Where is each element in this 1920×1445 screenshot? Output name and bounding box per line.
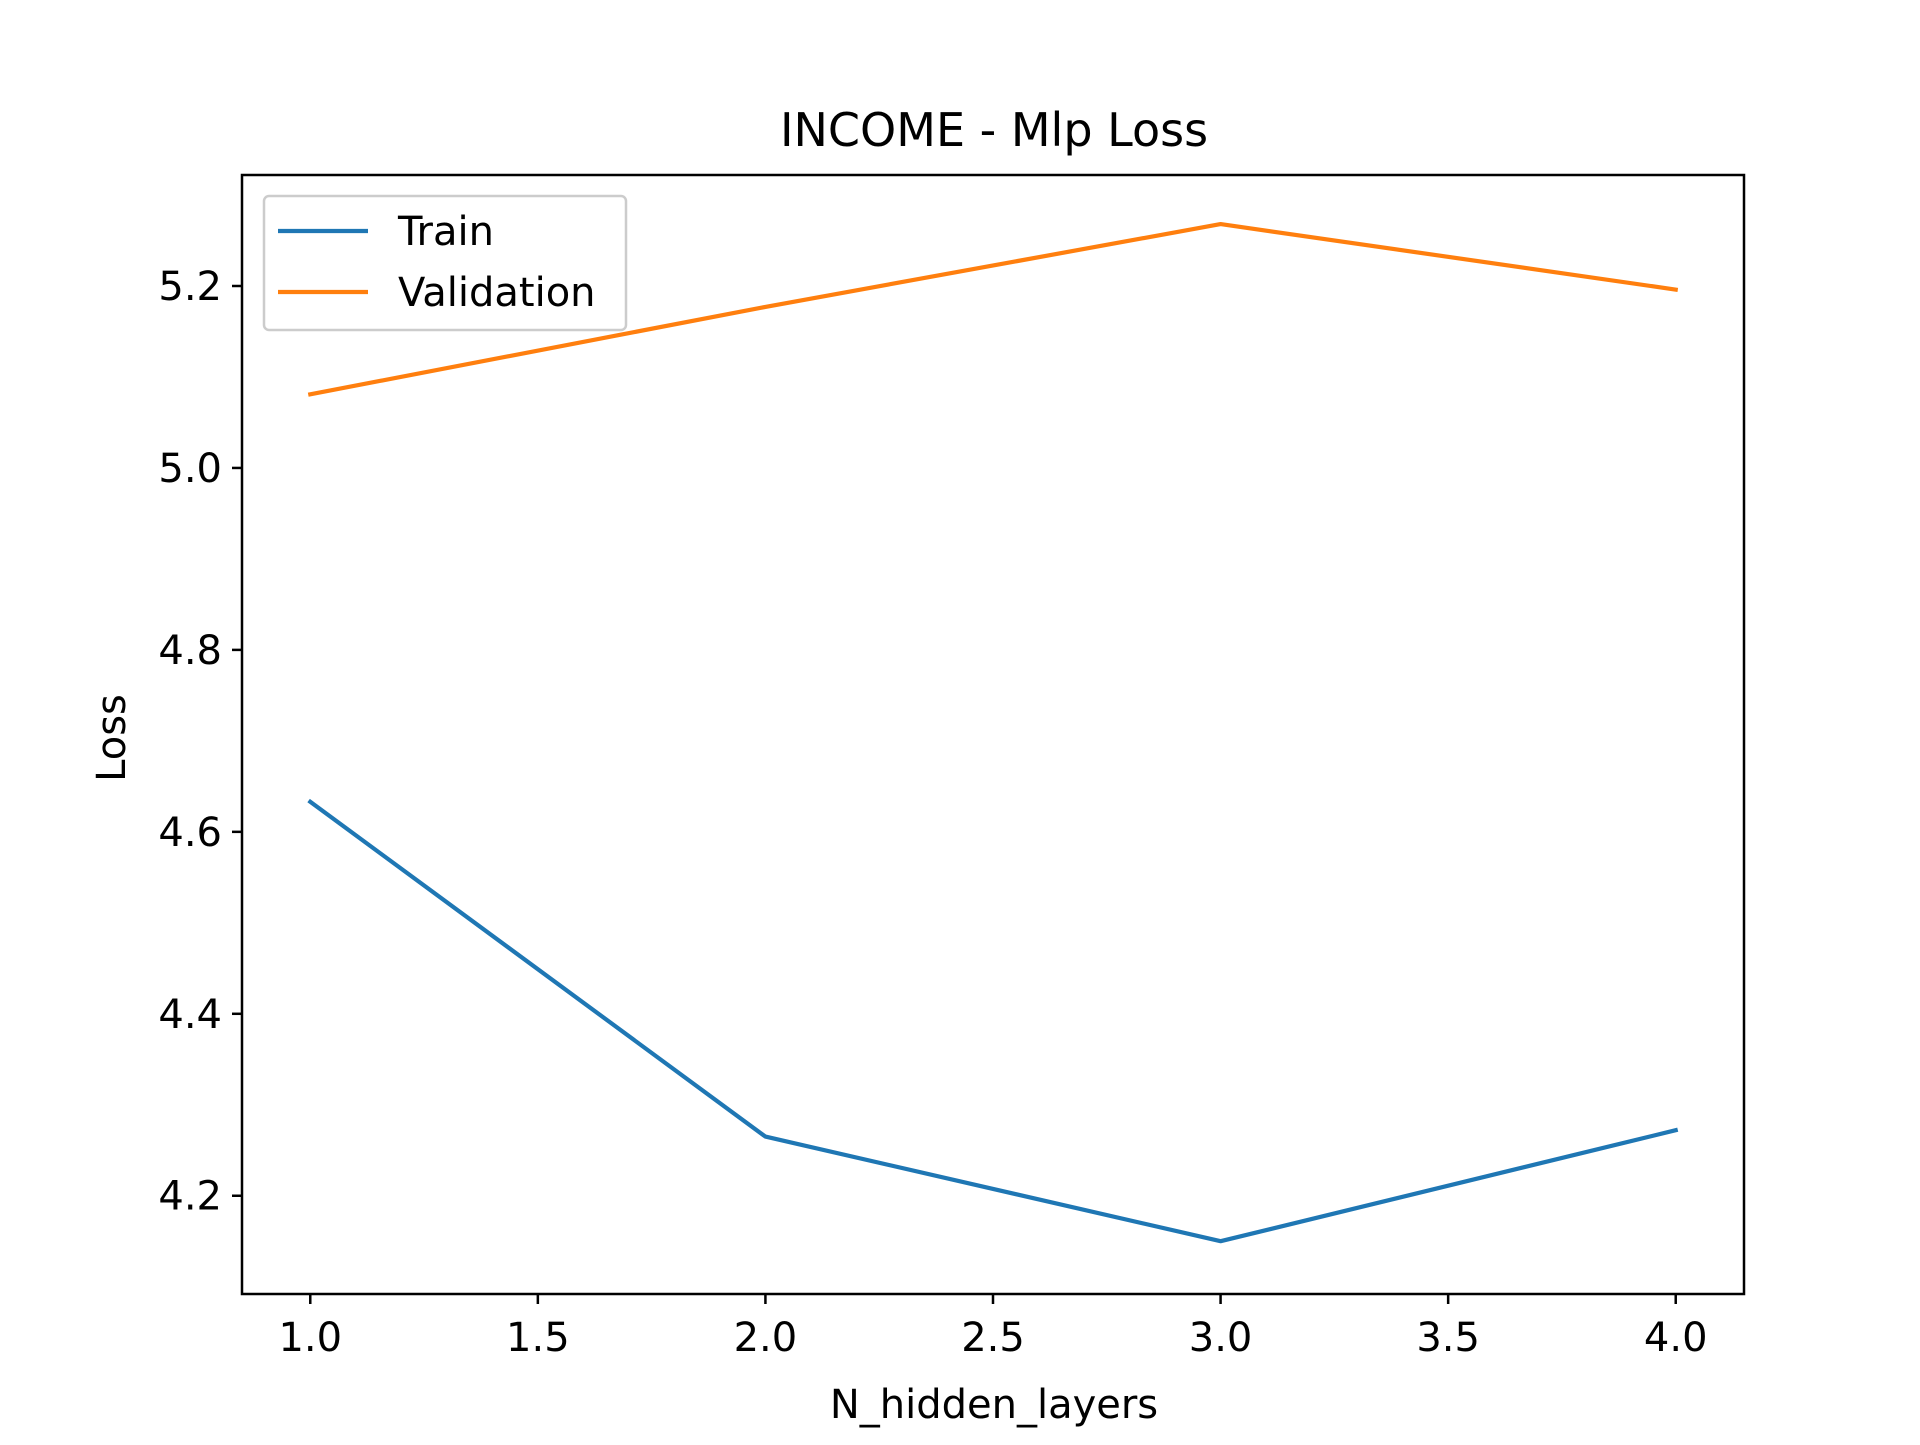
legend: Train Validation <box>262 194 628 332</box>
x-tick-label: 1.5 <box>506 1315 570 1361</box>
series-line-train <box>307 798 1679 1244</box>
chart-title: INCOME - Mlp Loss <box>780 103 1208 157</box>
x-axis-title: N_hidden_layers <box>830 1382 1158 1428</box>
x-tick-label: 4.0 <box>1644 1315 1708 1361</box>
axes-frame <box>240 173 1746 1296</box>
y-axis-title: Loss <box>89 694 135 782</box>
legend-label-train: Train <box>397 209 494 255</box>
y-tick-label: 4.8 <box>158 628 222 674</box>
x-tick-label: 2.0 <box>734 1315 798 1361</box>
y-tick-label: 5.2 <box>158 264 222 310</box>
legend-label-validation: Validation <box>398 270 596 316</box>
y-tick-label: 4.4 <box>158 992 222 1038</box>
x-tick-label: 3.0 <box>1189 1315 1253 1361</box>
y-tick-label: 4.2 <box>158 1174 222 1220</box>
series-line-validation <box>307 222 1679 397</box>
x-tick-label: 2.5 <box>961 1315 1025 1361</box>
y-tick-label: 4.6 <box>158 810 222 856</box>
plot-area: 1.0 1.5 2.0 2.5 3.0 3.5 4.0 4.2 4.4 4.6 4.8 5.0 5.2 <box>158 173 1746 1361</box>
y-tick-label: 5.0 <box>158 446 222 492</box>
x-tick-label: 3.5 <box>1416 1315 1480 1361</box>
x-tick-label: 1.0 <box>278 1315 342 1361</box>
